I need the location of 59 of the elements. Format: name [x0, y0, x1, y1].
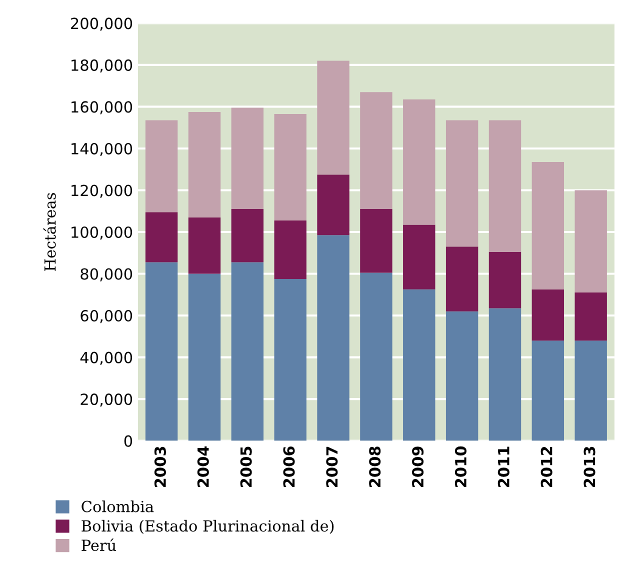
- bar: [145, 212, 178, 262]
- bar: [360, 272, 392, 441]
- bar: [274, 278, 306, 441]
- bar: [360, 209, 392, 273]
- bar: [274, 114, 306, 221]
- y-tick-label: 80,000: [80, 268, 132, 282]
- bar: [317, 174, 350, 236]
- x-tick-label: 2006: [283, 446, 295, 487]
- bar: [574, 340, 607, 441]
- x-tick-label: 2012: [540, 446, 552, 487]
- y-tick-label: 0: [124, 435, 132, 447]
- x-tick-label: 2011: [498, 446, 510, 487]
- y-tick-label: 160,000: [72, 101, 132, 114]
- bar: [317, 60, 350, 175]
- bar: [145, 262, 178, 441]
- legend-label: Bolivia (Estado Plurinacional de): [82, 520, 334, 534]
- y-tick-label: 40,000: [80, 352, 132, 365]
- bar: [231, 108, 264, 210]
- bar: [360, 92, 392, 210]
- y-tick-label: 140,000: [72, 142, 132, 156]
- bar: [532, 289, 564, 341]
- x-tick-label: 2003: [154, 446, 166, 487]
- x-tick-label: 2008: [369, 446, 381, 487]
- y-tick-label: 20,000: [80, 394, 132, 407]
- bar: [145, 120, 178, 212]
- bar: [274, 220, 306, 279]
- x-tick-label: 2007: [326, 446, 338, 487]
- legend-label: Colombia: [82, 500, 154, 512]
- bar: [403, 224, 436, 290]
- bar: [574, 190, 607, 293]
- y-tick-label: 60,000: [80, 310, 132, 324]
- legend-label: Perú: [82, 538, 116, 552]
- bar: [574, 292, 607, 341]
- y-tick-label: 100,000: [72, 226, 132, 240]
- y-axis-title: Hectáreas: [43, 193, 56, 271]
- x-tick-label: 2004: [197, 446, 209, 487]
- x-tick-label: 2009: [412, 446, 424, 487]
- bar: [403, 99, 436, 225]
- x-tick-label: 2010: [454, 446, 466, 487]
- bar: [446, 246, 478, 312]
- bar: [188, 217, 221, 274]
- bar: [231, 209, 264, 262]
- bar: [188, 112, 221, 218]
- y-tick-label: 180,000: [72, 59, 132, 73]
- bar: [532, 340, 564, 441]
- bar: [317, 235, 350, 441]
- bar: [488, 120, 522, 252]
- bar: [231, 262, 264, 441]
- bar: [403, 289, 436, 441]
- x-tick-label: 2013: [584, 446, 596, 487]
- y-tick-label: 200,000: [71, 18, 132, 31]
- bar: [188, 274, 221, 441]
- bar: [532, 162, 564, 290]
- bar: [446, 120, 478, 247]
- x-tick-label: 2005: [240, 446, 252, 487]
- bar: [488, 252, 522, 308]
- y-tick-label: 120,000: [72, 184, 132, 198]
- bar: [488, 308, 522, 441]
- bar: [446, 311, 478, 441]
